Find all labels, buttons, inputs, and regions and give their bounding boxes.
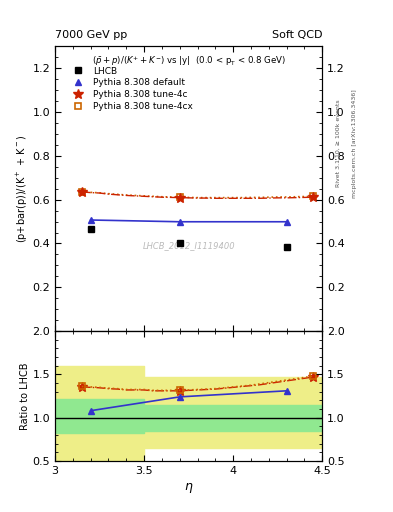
Text: Rivet 3.1.10, ≥ 100k events: Rivet 3.1.10, ≥ 100k events bbox=[336, 99, 341, 187]
Pythia 8.308 default bbox=[177, 219, 182, 225]
Text: $(\bar{p}+p)/(K^{+}+K^{-})$ vs |y|  (0.0 < p$_\mathrm{T}$ < 0.8 GeV): $(\bar{p}+p)/(K^{+}+K^{-})$ vs |y| (0.0 … bbox=[92, 55, 286, 68]
Legend: LHCB, Pythia 8.308 default, Pythia 8.308 tune-4c, Pythia 8.308 tune-4cx: LHCB, Pythia 8.308 default, Pythia 8.308… bbox=[65, 65, 195, 113]
LHCB bbox=[88, 225, 93, 231]
Pythia 8.308 tune-4c bbox=[177, 195, 182, 201]
Pythia 8.308 tune-4cx bbox=[79, 188, 84, 195]
Y-axis label: Ratio to LHCB: Ratio to LHCB bbox=[20, 362, 29, 430]
Pythia 8.308 tune-4c bbox=[311, 194, 316, 200]
Y-axis label: (p+bar(p))/(K$^+$ + K$^-$): (p+bar(p))/(K$^+$ + K$^-$) bbox=[15, 134, 29, 243]
Line: Pythia 8.308 default: Pythia 8.308 default bbox=[87, 217, 290, 225]
Pythia 8.308 default bbox=[88, 217, 93, 223]
Text: mcplots.cern.ch [arXiv:1306.3436]: mcplots.cern.ch [arXiv:1306.3436] bbox=[352, 89, 357, 198]
Pythia 8.308 tune-4cx bbox=[311, 193, 316, 199]
Text: LHCB_2012_I1119400: LHCB_2012_I1119400 bbox=[142, 241, 235, 250]
LHCB bbox=[284, 244, 289, 250]
Pythia 8.308 default bbox=[284, 219, 289, 225]
Line: Pythia 8.308 tune-4cx: Pythia 8.308 tune-4cx bbox=[78, 188, 317, 201]
Line: Pythia 8.308 tune-4c: Pythia 8.308 tune-4c bbox=[77, 187, 318, 202]
Text: Soft QCD: Soft QCD bbox=[272, 30, 322, 40]
X-axis label: $\eta$: $\eta$ bbox=[184, 481, 193, 495]
Text: 7000 GeV pp: 7000 GeV pp bbox=[55, 30, 127, 40]
Pythia 8.308 tune-4c bbox=[79, 189, 84, 195]
Line: LHCB: LHCB bbox=[87, 225, 290, 251]
LHCB bbox=[177, 240, 182, 246]
Pythia 8.308 tune-4cx bbox=[177, 194, 182, 200]
